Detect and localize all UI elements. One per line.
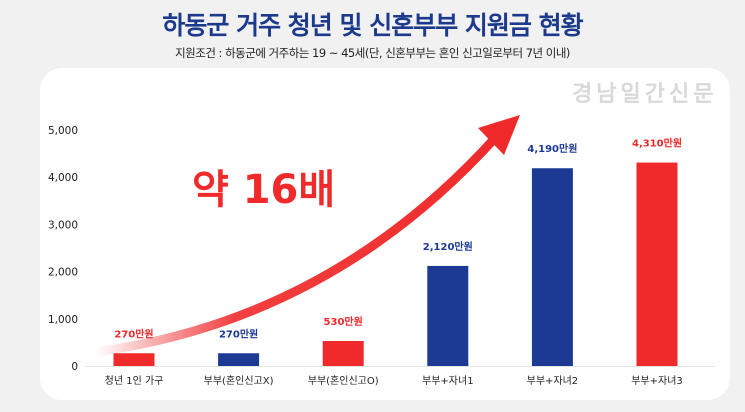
x-tick-label: 부부(혼인신고O) (308, 374, 379, 387)
y-tick-label: 2,000 (48, 267, 78, 279)
subtitle: 지원조건 : 하동군에 거주하는 19 ~ 45세(단, 신혼부부는 혼인 신고… (175, 46, 570, 60)
arrow-head (478, 115, 520, 155)
bar (636, 162, 678, 366)
data-label: 4,190만원 (527, 142, 577, 155)
bar (218, 353, 260, 366)
data-label: 270만원 (114, 327, 153, 340)
data-label: 530만원 (324, 315, 363, 328)
bar (531, 168, 573, 366)
bar (113, 353, 155, 366)
x-tick-label: 부부+자녀1 (422, 375, 474, 387)
growth-arrow (90, 133, 500, 357)
x-tick-label: 부부+자녀2 (527, 375, 579, 387)
x-tick-label: 청년 1인 가구 (105, 375, 164, 387)
data-label: 2,120만원 (423, 240, 473, 253)
x-tick-label: 부부(혼인신고X) (204, 374, 274, 387)
growth-annotation: 약 16배 (192, 167, 335, 213)
data-label: 4,310만원 (632, 137, 682, 150)
y-tick-label: 4,000 (48, 172, 78, 184)
data-label: 270만원 (219, 327, 258, 340)
page-title: 하동군 거주 청년 및 신혼부부 지원금 현황 (162, 11, 583, 40)
y-tick-label: 1,000 (48, 314, 78, 326)
bar (427, 265, 469, 366)
y-tick-label: 0 (71, 361, 78, 373)
y-tick-label: 3,000 (48, 219, 78, 231)
bar (322, 340, 364, 366)
x-tick-label: 부부+자녀3 (631, 375, 683, 387)
y-tick-label: 5,000 (48, 125, 78, 137)
watermark-logo: 경남일간신문 (572, 82, 718, 107)
